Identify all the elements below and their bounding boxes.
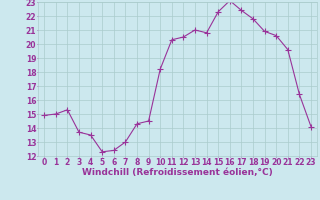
X-axis label: Windchill (Refroidissement éolien,°C): Windchill (Refroidissement éolien,°C) [82, 168, 273, 177]
